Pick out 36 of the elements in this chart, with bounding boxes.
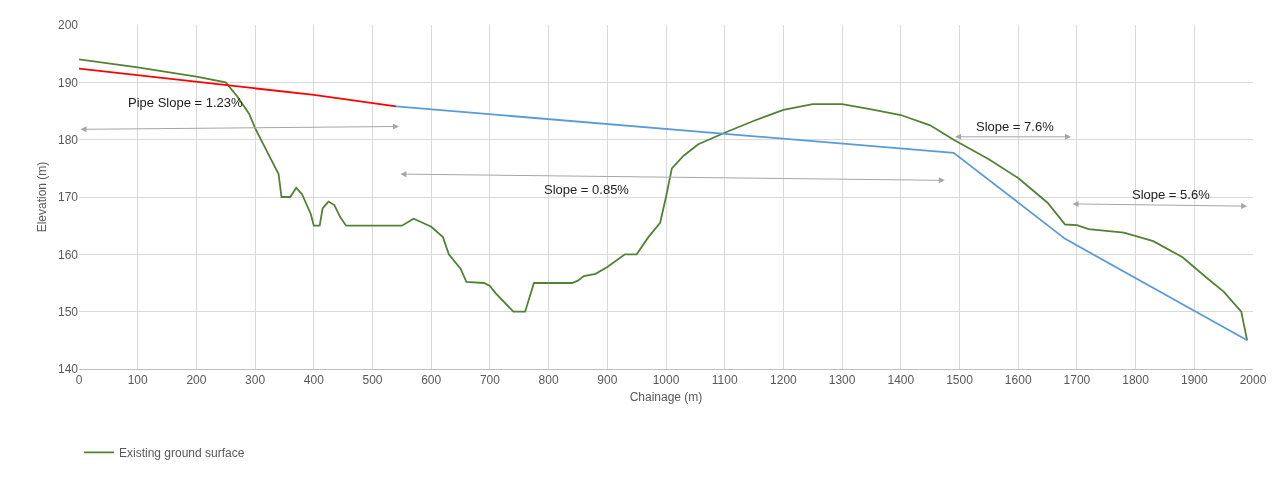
x-tick-label: 1300: [828, 373, 856, 388]
y-tick-label: 160: [57, 247, 79, 262]
annotation: Slope = 7.6%: [976, 119, 1055, 134]
x-tick-label: 1500: [946, 373, 974, 388]
y-tick-label: 180: [57, 132, 79, 147]
x-tick-label: 1000: [652, 373, 680, 388]
y-axis-title: Elevation (m): [35, 161, 50, 233]
legend-label: Existing ground surface: [119, 445, 245, 460]
x-tick-label: 300: [245, 373, 266, 388]
x-tick-label: 600: [421, 373, 442, 388]
x-tick-label: 700: [479, 373, 501, 388]
x-tick-label: 2000: [1239, 373, 1267, 388]
x-tick-label: 1700: [1063, 373, 1091, 388]
x-tick-label: 1800: [1122, 373, 1150, 388]
x-tick-label: 900: [597, 373, 618, 388]
line-series: [395, 105, 1249, 342]
x-tick-label: 200: [186, 373, 207, 388]
x-tick-label: 1900: [1180, 373, 1208, 388]
y-tick-label: 200: [57, 18, 79, 33]
x-axis-title: Chainage (m): [629, 390, 703, 405]
annotation: Slope = 5.6%: [1132, 187, 1211, 202]
x-tick-label: 0: [75, 373, 83, 388]
y-tick-label: 170: [57, 190, 79, 205]
x-tick-label: 500: [362, 373, 383, 388]
x-tick-label: 1200: [770, 373, 798, 388]
annotation: Pipe Slope = 1.23%: [128, 95, 243, 110]
x-tick-label: 1400: [887, 373, 915, 388]
y-tick-label: 150: [57, 304, 79, 319]
x-tick-label: 1100: [711, 373, 738, 388]
x-tick-label: 800: [538, 373, 559, 388]
annotation: Slope = 0.85%: [544, 182, 630, 197]
x-tick-label: 400: [303, 373, 325, 388]
x-tick-label: 100: [127, 373, 149, 388]
x-tick-label: 1600: [1004, 373, 1032, 388]
y-tick-label: 190: [57, 75, 79, 90]
line-series: [79, 58, 1249, 342]
